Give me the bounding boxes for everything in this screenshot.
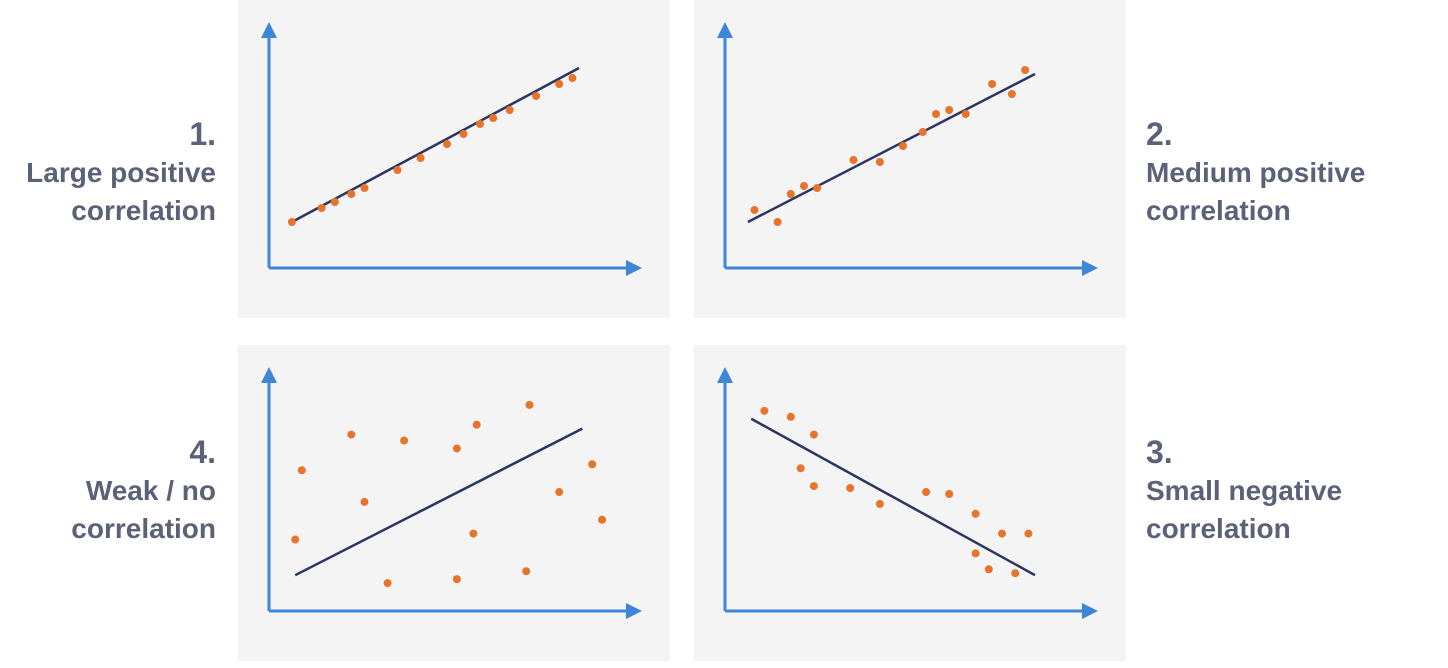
data-point	[459, 130, 468, 138]
data-point	[998, 529, 1006, 538]
caption-medium-positive: 2. Medium positive correlation	[1146, 114, 1446, 230]
data-point	[971, 509, 980, 518]
data-point	[383, 579, 392, 588]
caption-line-2: correlation	[71, 513, 216, 544]
trend-line	[291, 66, 580, 224]
data-point	[555, 488, 564, 497]
data-point	[317, 204, 326, 212]
data-point	[476, 120, 484, 128]
chart-panel-medium-positive	[694, 0, 1126, 318]
data-point	[971, 549, 980, 558]
trend-line	[750, 417, 1036, 577]
data-point	[393, 166, 402, 174]
x-axis-arrow-icon	[1082, 260, 1098, 276]
data-point	[443, 140, 451, 148]
scatter-chart-small-negative	[717, 367, 1098, 619]
data-point	[945, 106, 954, 114]
caption-small-negative: 3. Small negative correlation	[1146, 432, 1446, 548]
scatter-chart-medium-positive	[717, 22, 1098, 276]
caption-line-1: Small negative	[1146, 475, 1343, 506]
data-point	[875, 499, 884, 508]
caption-number: 4.	[189, 434, 216, 470]
data-point	[875, 158, 884, 166]
scatter-chart-large-positive	[261, 22, 642, 276]
data-point	[347, 430, 356, 439]
data-point	[347, 190, 356, 198]
data-point	[750, 206, 759, 214]
data-point	[360, 184, 369, 192]
data-point	[786, 412, 795, 421]
data-point	[525, 400, 534, 409]
y-axis-arrow-icon	[717, 22, 733, 38]
data-point	[472, 420, 481, 429]
data-point	[416, 154, 425, 162]
data-point	[945, 490, 954, 498]
y-axis-arrow-icon	[261, 367, 277, 383]
scatter-chart-weak-no	[261, 367, 642, 619]
data-point	[773, 218, 782, 226]
data-point	[918, 128, 927, 136]
data-point	[1011, 569, 1020, 578]
data-point	[1021, 66, 1030, 74]
caption-line-1: Medium positive	[1146, 157, 1366, 188]
data-point	[452, 444, 461, 453]
data-point	[400, 436, 409, 445]
data-point	[588, 460, 597, 469]
caption-large-positive: 1. Large positive correlation	[0, 114, 216, 230]
data-point	[489, 114, 498, 122]
chart-panel-small-negative	[694, 345, 1126, 661]
x-axis-arrow-icon	[626, 603, 642, 619]
data-point	[360, 497, 369, 506]
data-point	[786, 190, 795, 198]
data-point	[291, 535, 300, 544]
caption-line-2: correlation	[1146, 195, 1291, 226]
caption-number: 3.	[1146, 434, 1173, 470]
data-point	[522, 567, 531, 576]
caption-number: 1.	[189, 116, 216, 152]
y-axis-arrow-icon	[717, 367, 733, 383]
data-point	[760, 406, 769, 415]
caption-number: 2.	[1146, 116, 1173, 152]
data-point	[988, 80, 997, 88]
x-axis-arrow-icon	[1082, 603, 1098, 619]
caption-line-1: Weak / no	[85, 475, 216, 506]
caption-line-2: correlation	[71, 195, 216, 226]
data-point	[932, 110, 940, 118]
data-point	[532, 92, 541, 100]
data-point	[846, 484, 855, 493]
data-point	[505, 106, 514, 114]
caption-line-2: correlation	[1146, 513, 1291, 544]
y-axis-arrow-icon	[261, 22, 277, 38]
caption-weak-no: 4. Weak / no correlation	[0, 432, 216, 548]
chart-panel-weak-no	[238, 345, 670, 661]
data-point	[813, 184, 822, 192]
data-point	[922, 488, 931, 497]
trend-line	[747, 72, 1036, 224]
data-point	[984, 565, 993, 574]
data-point	[1024, 529, 1033, 538]
data-point	[809, 430, 818, 439]
x-axis-arrow-icon	[626, 260, 642, 276]
data-point	[297, 466, 306, 475]
data-point	[961, 110, 970, 118]
data-point	[796, 464, 805, 473]
data-point	[598, 515, 607, 524]
data-point	[809, 482, 818, 491]
data-point	[899, 142, 907, 150]
caption-line-1: Large positive	[26, 157, 216, 188]
data-point	[568, 74, 577, 82]
data-point	[555, 80, 564, 88]
data-point	[1007, 90, 1016, 98]
trend-line	[294, 427, 583, 577]
data-point	[469, 529, 478, 538]
data-point	[800, 182, 808, 190]
data-point	[330, 198, 339, 206]
data-point	[849, 156, 858, 164]
data-point	[452, 575, 461, 584]
chart-panel-large-positive	[238, 0, 670, 318]
data-point	[287, 218, 296, 226]
